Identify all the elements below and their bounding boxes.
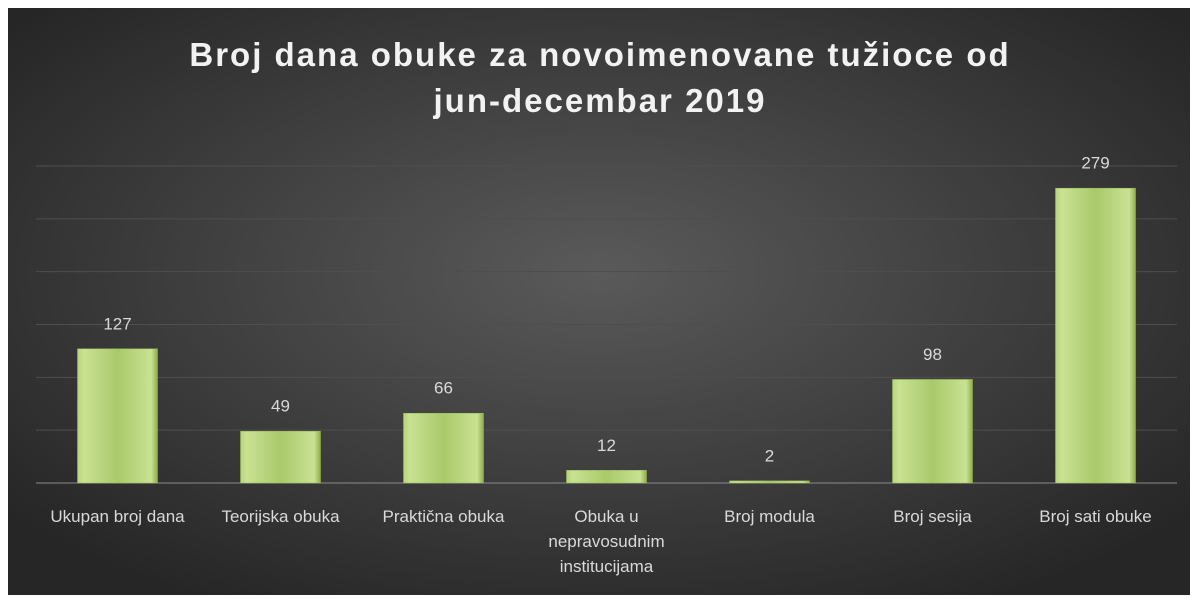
chart-title: Broj dana obuke za novoimenovane tužioce… [189,36,1010,119]
bar [892,379,973,484]
bar [1055,187,1136,484]
x-tick-label: Broj sesija [893,507,972,526]
value-label: 2 [765,446,774,465]
bar [240,430,321,484]
x-tick-label: Praktična obuka [383,507,505,526]
x-tick-label: Obuka u nepravosudnim institucijama [548,507,664,576]
bar [566,470,647,484]
value-label: 49 [271,397,290,416]
value-label: 66 [434,379,453,398]
background [8,8,1190,595]
bar [77,348,158,484]
x-tick-label: Ukupan broj dana [50,507,185,526]
value-label: 12 [597,436,616,455]
value-label: 98 [923,345,942,364]
bar [729,480,810,484]
value-label: 279 [1081,154,1109,173]
x-tick-label: Broj modula [724,507,815,526]
x-tick-label: Teorijska obuka [221,507,340,526]
bar [403,413,484,484]
value-label: 127 [103,314,131,333]
x-tick-label: Broj sati obuke [1039,507,1151,526]
